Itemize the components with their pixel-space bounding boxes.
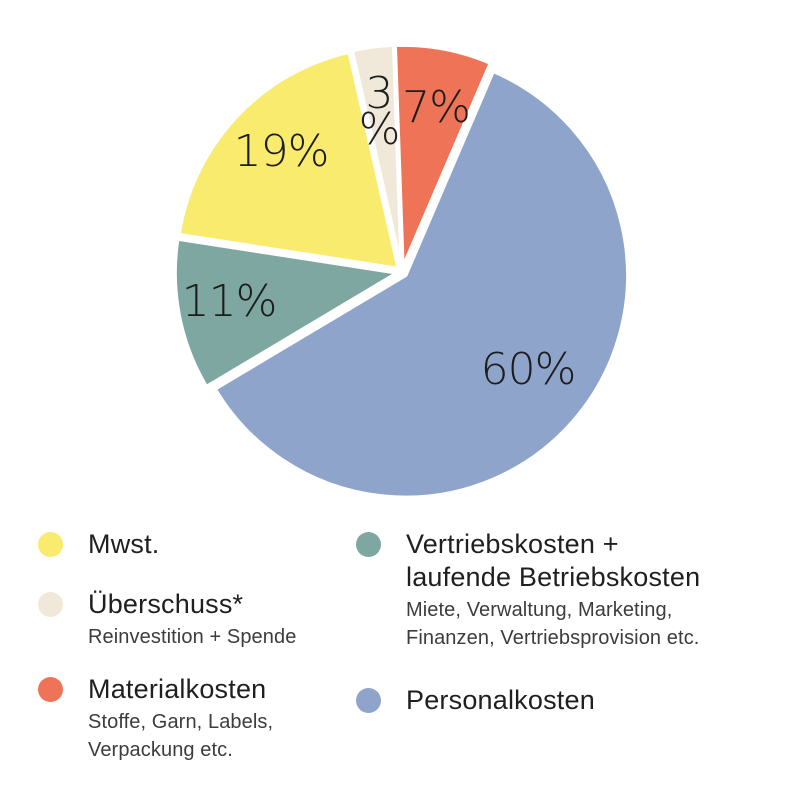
legend-sublabel-materialkosten: Stoffe, Garn, Labels, Verpackung etc. xyxy=(88,711,274,761)
legend-item-materialkosten: Materialkosten Stoffe, Garn, Labels, Ver… xyxy=(38,673,348,764)
legend-item-vertriebskosten: Vertriebskosten + laufende Betriebskoste… xyxy=(356,528,796,652)
legend-item-ueberschuss: Überschuss* Reinvestition + Spende xyxy=(38,588,348,651)
legend-label-materialkosten: Materialkosten xyxy=(88,674,267,704)
pie-percent-label-mwst: 19% xyxy=(234,126,329,177)
legend-label-ueberschuss: Überschuss* xyxy=(88,589,244,619)
legend-swatch-ueberschuss-icon xyxy=(38,592,63,617)
legend-item-mwst: Mwst. xyxy=(38,528,348,561)
legend-sublabel-vertriebskosten: Miete, Verwaltung, Marketing, Finanzen, … xyxy=(406,599,700,649)
pie-percent-label-personalkosten: 60% xyxy=(481,344,576,395)
pie-slice-personalkosten xyxy=(213,69,630,500)
legend-swatch-materialkosten-icon xyxy=(38,677,63,702)
legend-swatch-mwst-icon xyxy=(38,532,63,557)
legend-swatch-personalkosten-icon xyxy=(356,688,381,713)
pie-slice-vertriebskosten xyxy=(173,237,399,389)
legend-column-right: Vertriebskosten + laufende Betriebskoste… xyxy=(356,528,796,717)
legend-column-left: Mwst. Überschuss* Reinvestition + Spende… xyxy=(38,528,348,764)
pie-slice-mwst xyxy=(177,50,401,271)
legend-swatch-vertriebskosten-icon xyxy=(356,532,381,557)
legend-label-mwst: Mwst. xyxy=(88,529,160,559)
legend-label-personalkosten: Personalkosten xyxy=(406,685,595,715)
pie-chart: 7% 60% 11% 19% 3% xyxy=(173,43,630,500)
legend-sublabel-ueberschuss: Reinvestition + Spende xyxy=(88,626,297,648)
pie-percent-label-vertriebskosten: 11% xyxy=(182,276,277,327)
legend-label-vertriebskosten: Vertriebskosten + laufende Betriebskoste… xyxy=(406,529,701,592)
pie-percent-label-ueberschuss: 3% xyxy=(359,68,400,155)
legend-item-personalkosten: Personalkosten xyxy=(356,684,796,717)
pie-percent-label-materialkosten: 7% xyxy=(402,82,470,133)
pie-slice-ueberschuss xyxy=(350,43,404,269)
